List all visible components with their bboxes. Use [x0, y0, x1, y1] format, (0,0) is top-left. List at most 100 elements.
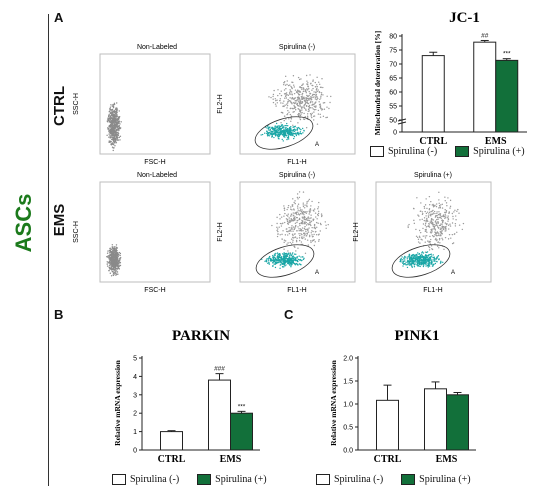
event-dot	[322, 115, 325, 118]
event-dot	[294, 133, 296, 135]
event-dot	[107, 118, 109, 121]
event-dot	[404, 260, 406, 262]
event-dot	[108, 119, 110, 122]
event-dot	[299, 86, 302, 89]
event-dot	[110, 136, 112, 138]
event-dot	[113, 252, 115, 254]
event-dot	[287, 132, 289, 134]
event-dot	[115, 270, 117, 272]
event-dot	[409, 260, 412, 262]
event-dot	[293, 107, 295, 110]
event-dot	[111, 111, 114, 114]
event-dot	[436, 260, 438, 263]
event-dot	[290, 261, 292, 263]
event-dot	[283, 254, 285, 256]
event-dot	[301, 102, 304, 104]
event-dot	[316, 218, 318, 220]
event-dot	[303, 99, 306, 102]
event-dot	[434, 234, 436, 236]
event-dot	[293, 228, 295, 231]
event-dot	[406, 266, 409, 269]
event-dot	[266, 133, 269, 136]
event-dot	[118, 128, 121, 130]
bar	[424, 388, 447, 451]
event-dot	[277, 253, 279, 256]
event-dot	[429, 221, 431, 223]
event-dot	[325, 116, 327, 119]
event-dot	[427, 262, 429, 265]
event-dot	[277, 89, 279, 91]
event-dot	[308, 106, 310, 108]
event-dot	[273, 127, 275, 130]
event-dot	[115, 244, 118, 246]
event-dot	[111, 136, 114, 139]
event-dot	[314, 241, 316, 243]
event-dot	[115, 115, 118, 117]
event-dot	[267, 129, 270, 131]
event-dot	[283, 258, 286, 260]
event-dot	[425, 254, 427, 256]
flow-frame	[99, 53, 211, 155]
event-dot	[438, 202, 440, 205]
event-dot	[292, 75, 295, 77]
event-dot	[285, 134, 288, 137]
event-dot	[296, 230, 298, 232]
event-dot	[430, 222, 432, 225]
event-dot	[112, 135, 114, 137]
event-dot	[311, 101, 314, 103]
event-dot	[301, 233, 303, 236]
event-dot	[279, 98, 282, 100]
event-dot	[428, 265, 431, 267]
event-dot	[288, 230, 290, 232]
event-dot	[283, 93, 286, 95]
event-dot	[297, 92, 299, 95]
event-dot	[402, 262, 404, 264]
event-dot	[445, 217, 447, 219]
event-dot	[308, 213, 310, 215]
event-dot	[116, 273, 118, 276]
event-dot	[290, 218, 292, 220]
event-dot	[291, 225, 293, 227]
event-dot	[284, 134, 286, 137]
event-dot	[438, 191, 440, 194]
event-dot	[277, 135, 280, 138]
event-dot	[287, 213, 289, 215]
event-dot	[118, 125, 120, 128]
event-dot	[283, 89, 286, 91]
event-dot	[275, 130, 278, 133]
event-dot	[116, 139, 118, 141]
event-dot	[321, 214, 323, 217]
event-dot	[330, 95, 332, 98]
event-dot	[437, 226, 440, 229]
event-dot	[317, 222, 319, 225]
event-dot	[110, 129, 112, 132]
event-dot	[308, 88, 310, 90]
event-dot	[445, 211, 447, 214]
event-dot	[421, 213, 424, 216]
event-dot	[116, 261, 119, 263]
event-dot	[115, 251, 118, 253]
event-dot	[456, 210, 458, 213]
event-dot	[434, 216, 437, 218]
event-dot	[274, 125, 276, 127]
event-dot	[411, 260, 413, 262]
flow-plot-ctrl-spirulina-minus: Spirulina (-) FL2-H FL1-H A	[217, 44, 356, 166]
event-dot	[431, 229, 433, 232]
event-dot	[109, 108, 111, 110]
flow-title: Non-Labeled	[137, 44, 177, 51]
event-dot	[320, 213, 323, 215]
gate-label: A	[315, 270, 319, 276]
event-dot	[112, 272, 115, 275]
event-dot	[437, 232, 439, 234]
event-dot	[285, 254, 287, 256]
event-dot	[320, 86, 322, 89]
event-dot	[401, 259, 403, 261]
event-dot	[301, 84, 303, 87]
event-dot	[422, 227, 424, 230]
event-dot	[293, 201, 295, 204]
event-dot	[269, 126, 271, 128]
event-dot	[310, 97, 313, 99]
event-dot	[279, 128, 281, 130]
event-dot	[307, 82, 309, 84]
event-dot	[446, 223, 448, 225]
